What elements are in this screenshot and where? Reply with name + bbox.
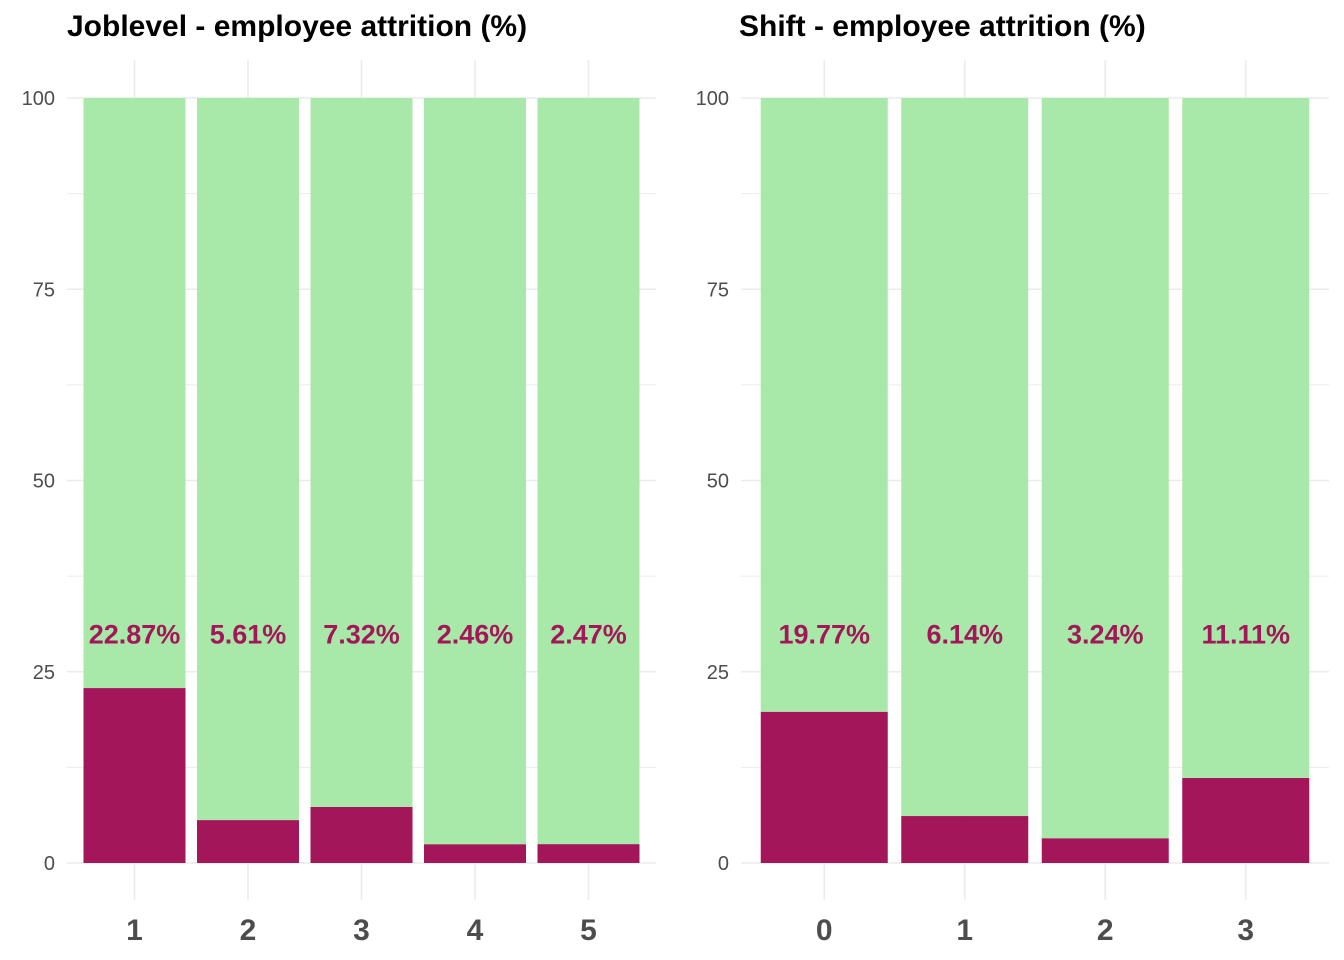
data-label-joblevel-5: 2.47% [550,620,627,650]
y-tick-label-joblevel: 50 [33,471,55,493]
bar-retained-joblevel-5 [537,98,640,845]
bar-retained-shift-0 [760,98,888,712]
y-tick-label-shift: 25 [707,662,729,684]
x-tick-label-joblevel: 2 [240,914,257,947]
bar-attrition-joblevel-4 [424,844,526,863]
y-tick-label-joblevel: 0 [44,853,55,875]
data-label-joblevel-1: 22.87% [89,620,181,650]
bar-retained-shift-2 [1041,98,1169,839]
bar-attrition-joblevel-2 [197,820,299,863]
chart-title-shift: Shift - employee attrition (%) [739,10,1146,43]
bar-retained-shift-1 [901,98,1029,817]
bar-attrition-shift-3 [1182,778,1310,863]
data-label-shift-2: 3.24% [1067,620,1144,650]
y-tick-label-joblevel: 100 [22,88,55,110]
bar-retained-joblevel-2 [197,98,299,821]
data-label-joblevel-3: 7.32% [323,620,400,650]
y-tick-label-shift: 75 [707,279,729,301]
y-tick-label-joblevel: 25 [33,662,55,684]
bar-attrition-shift-1 [901,816,1029,863]
data-label-shift-1: 6.14% [926,620,1003,650]
x-tick-label-shift: 1 [956,914,973,947]
bar-attrition-shift-0 [760,711,888,863]
bar-retained-joblevel-3 [310,98,413,808]
x-tick-label-joblevel: 3 [353,914,370,947]
y-tick-label-joblevel: 75 [33,279,55,301]
bar-attrition-joblevel-1 [83,688,186,863]
chart-title-joblevel: Joblevel - employee attrition (%) [67,10,528,43]
data-label-shift-0: 19.77% [778,620,870,650]
bar-retained-joblevel-4 [424,98,526,845]
data-label-joblevel-2: 5.61% [210,620,287,650]
bar-attrition-shift-2 [1041,838,1169,863]
x-tick-label-shift: 3 [1237,914,1254,947]
x-tick-label-shift: 2 [1097,914,1114,947]
data-label-joblevel-4: 2.46% [437,620,514,650]
x-tick-label-joblevel: 1 [126,914,143,947]
x-tick-label-joblevel: 5 [580,914,597,947]
bar-retained-shift-3 [1182,98,1310,779]
data-label-shift-3: 11.11% [1201,620,1290,650]
y-tick-label-shift: 100 [696,88,729,110]
bar-attrition-joblevel-3 [310,807,413,863]
y-tick-label-shift: 0 [718,853,729,875]
bar-retained-joblevel-1 [83,98,186,689]
bar-attrition-joblevel-5 [537,844,640,863]
y-tick-label-shift: 50 [707,471,729,493]
x-tick-label-shift: 0 [816,914,833,947]
x-tick-label-joblevel: 4 [467,914,484,947]
